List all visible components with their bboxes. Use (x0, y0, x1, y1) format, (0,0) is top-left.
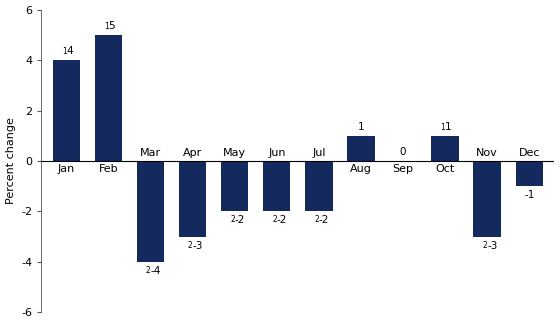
Bar (95, 35, 122, 161)
Text: Jun: Jun (268, 148, 286, 158)
Bar (473, 161, 501, 237)
Text: Dec: Dec (519, 148, 540, 158)
Text: 4: 4 (67, 46, 73, 56)
Text: Aug: Aug (350, 164, 372, 174)
Text: Nov: Nov (476, 148, 498, 158)
Bar (137, 161, 164, 262)
Bar (221, 161, 249, 212)
Text: 2: 2 (482, 240, 487, 249)
Bar (347, 136, 375, 161)
Text: -2: -2 (277, 215, 287, 225)
Text: -2: -2 (319, 215, 329, 225)
Text: May: May (223, 148, 246, 158)
Text: Sep: Sep (393, 164, 413, 174)
Text: Jul: Jul (312, 148, 325, 158)
Text: 1: 1 (445, 122, 452, 132)
Bar (431, 136, 459, 161)
Text: Oct: Oct (436, 164, 455, 174)
Bar (516, 161, 543, 186)
Text: 2: 2 (146, 266, 151, 275)
Text: 5: 5 (109, 21, 115, 31)
Text: 0: 0 (400, 147, 406, 157)
Text: Jan: Jan (58, 164, 75, 174)
Text: 2: 2 (188, 240, 193, 249)
Text: 1: 1 (358, 122, 364, 132)
Bar (53, 60, 80, 161)
Text: Apr: Apr (183, 148, 202, 158)
Y-axis label: Percent change: Percent change (6, 118, 16, 204)
Text: -1: -1 (524, 190, 534, 200)
Bar (263, 161, 291, 212)
Text: -4: -4 (151, 266, 161, 276)
Text: Feb: Feb (99, 164, 118, 174)
Text: 1: 1 (62, 47, 67, 56)
Text: -3: -3 (193, 240, 203, 250)
Bar (179, 161, 207, 237)
Text: -3: -3 (487, 240, 497, 250)
Text: 2: 2 (314, 215, 319, 224)
Text: 2: 2 (230, 215, 235, 224)
Text: 1: 1 (440, 123, 445, 132)
Text: -2: -2 (235, 215, 245, 225)
Bar (305, 161, 333, 212)
Text: 1: 1 (104, 22, 109, 31)
Text: Mar: Mar (140, 148, 161, 158)
Text: 2: 2 (272, 215, 277, 224)
